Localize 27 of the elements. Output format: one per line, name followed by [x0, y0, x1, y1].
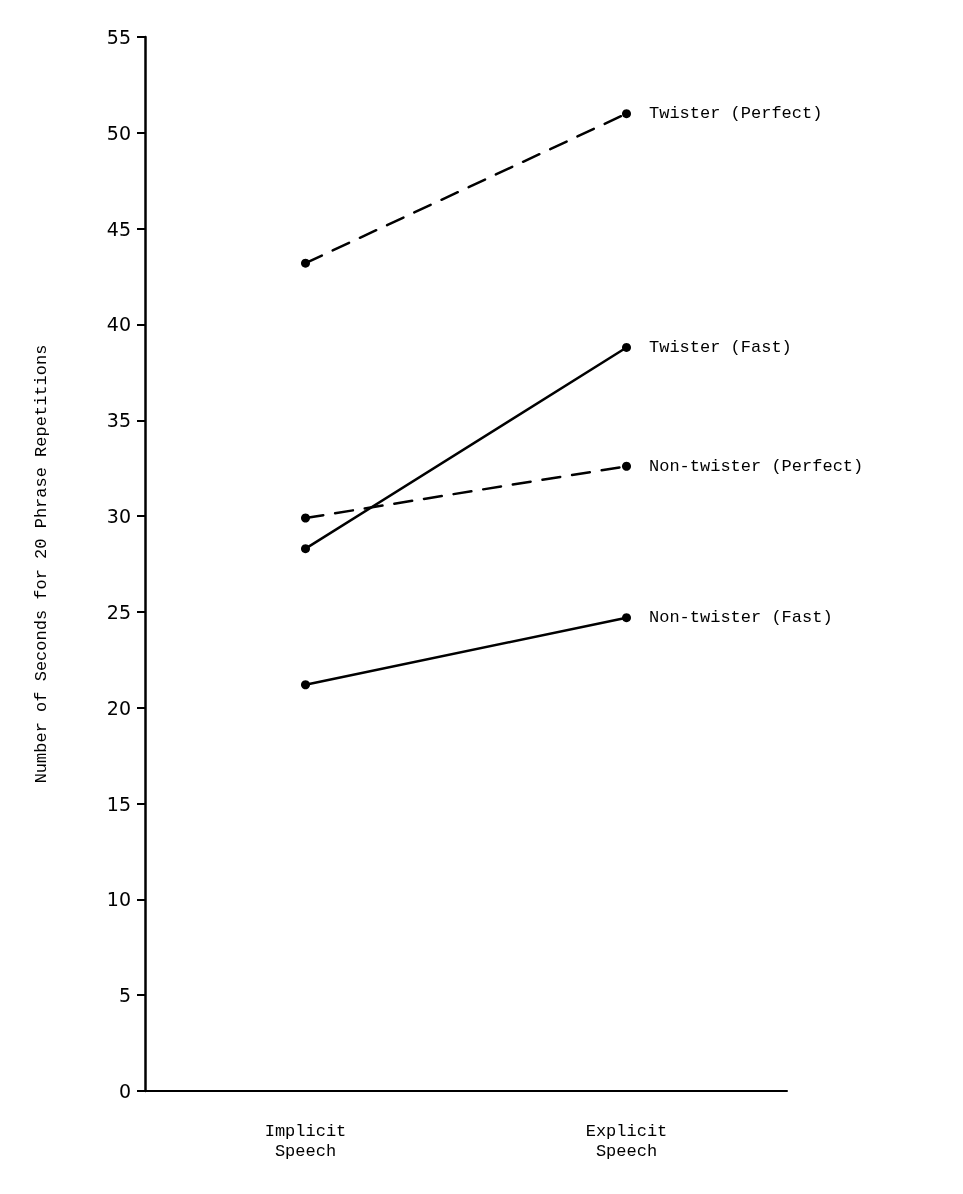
y-tick-label: 25 [106, 600, 131, 623]
series-label: Non-twister (Perfect) [649, 456, 864, 476]
series-label: Non-twister (Fast) [649, 608, 833, 628]
y-tick-label: 55 [106, 26, 131, 48]
y-tick-label: 45 [106, 217, 131, 240]
series-label: Twister (Fast) [649, 337, 792, 357]
y-axis-title: Number of Seconds for 20 Phrase Repetitions [32, 344, 51, 784]
y-tick-label: 5 [118, 984, 131, 1007]
y-tick-label: 35 [106, 409, 131, 432]
point [622, 109, 631, 119]
point [622, 342, 631, 352]
point [301, 680, 310, 690]
y-tick-label: 0 [118, 1080, 131, 1102]
y-tick-label: 20 [106, 696, 131, 719]
y-tick-label: 50 [106, 121, 131, 144]
series-label: Twister (Perfect) [649, 104, 823, 124]
point [301, 544, 310, 554]
point [622, 613, 631, 623]
x-tick-label: Implicit Speech [264, 1121, 347, 1161]
point [301, 258, 310, 268]
y-tick-label: 15 [106, 792, 131, 815]
y-tick-label: 30 [106, 505, 131, 528]
y-tick-label: 40 [106, 313, 131, 336]
point [622, 461, 631, 471]
y-tick-label: 10 [106, 888, 131, 911]
point [301, 513, 310, 523]
x-tick-label: Explicit Speech [585, 1121, 668, 1161]
